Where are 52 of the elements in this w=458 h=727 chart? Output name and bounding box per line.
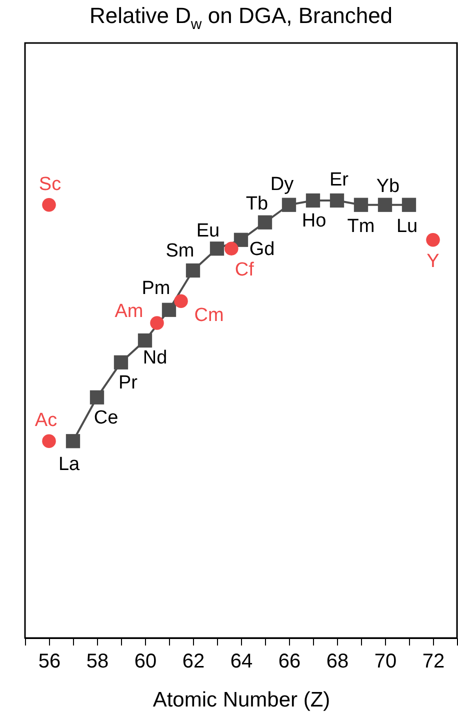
point <box>306 193 320 208</box>
x-axis-title: Atomic Number (Z) <box>152 688 330 712</box>
x-tick-label: 70 <box>374 650 397 672</box>
point <box>66 434 80 448</box>
point <box>258 215 272 230</box>
x-tick-label: 60 <box>134 650 157 672</box>
annotation: Er <box>330 170 350 190</box>
x-tick-label: 58 <box>86 650 109 672</box>
annotation: Ho <box>302 210 326 232</box>
point <box>90 390 104 404</box>
point <box>426 232 440 247</box>
point <box>224 242 238 256</box>
point <box>42 434 56 448</box>
point <box>354 198 368 212</box>
x-tick-label: 62 <box>182 650 205 672</box>
point <box>210 242 224 256</box>
annotation: Ce <box>94 407 118 428</box>
annotation: La <box>58 454 80 476</box>
point <box>138 333 152 348</box>
point <box>114 355 128 370</box>
point <box>174 294 188 308</box>
annotation: Sc <box>38 174 62 195</box>
x-tick-label: 68 <box>326 650 349 672</box>
annotation: Eu <box>196 220 220 242</box>
annotation: Lu <box>396 216 418 237</box>
point <box>378 198 392 212</box>
annotation: Dy <box>270 174 294 195</box>
point <box>186 263 200 278</box>
x-tick-label: 66 <box>278 650 301 672</box>
annotation: Cf <box>234 260 255 281</box>
x-tick-label: 72 <box>422 650 445 672</box>
x-tick-label: 64 <box>230 650 253 672</box>
point <box>162 302 176 317</box>
point <box>402 198 416 212</box>
annotation: Ac <box>34 410 58 432</box>
x-tick-label: 56 <box>38 650 61 672</box>
annotation: Tb <box>246 193 268 214</box>
annotation: Nd <box>142 348 168 368</box>
point <box>234 232 248 247</box>
annotation: Pm <box>142 278 170 299</box>
annotation: Gd <box>249 238 275 260</box>
annotation: Pr <box>118 372 138 394</box>
annotation: Am <box>114 301 144 322</box>
annotation: Tm <box>347 216 375 237</box>
annotation: Y <box>426 250 440 272</box>
point <box>282 198 296 212</box>
annotation: Yb <box>376 176 400 197</box>
annotation: Sm <box>166 240 194 262</box>
point <box>42 198 56 212</box>
annotation: Cm <box>194 305 224 326</box>
point <box>150 316 164 330</box>
point <box>330 193 344 208</box>
